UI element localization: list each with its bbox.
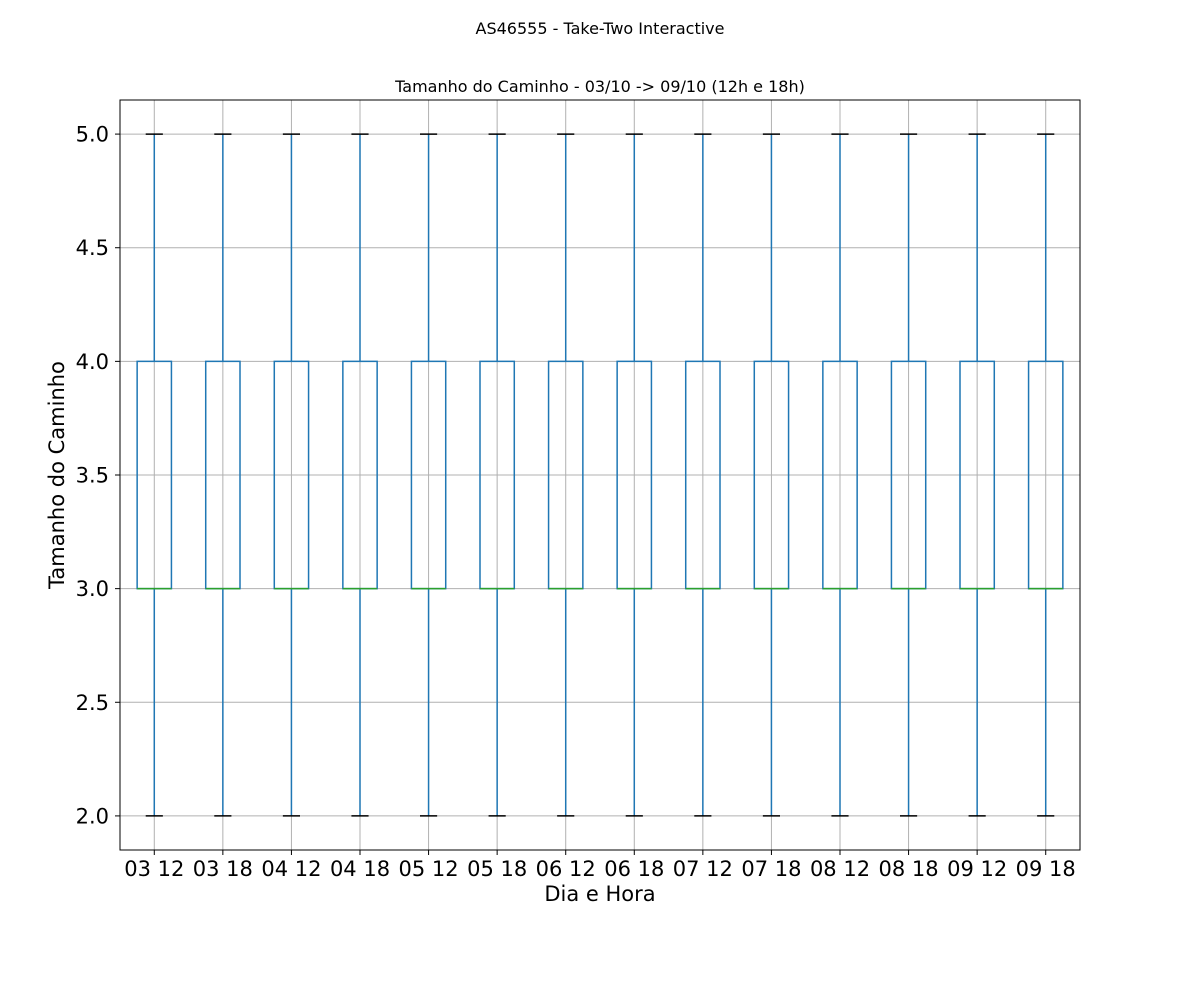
box-06-18 xyxy=(616,133,653,817)
x-tick-label: 03 18 xyxy=(193,857,253,881)
y-tick-label: 2.5 xyxy=(76,691,109,715)
x-tick-label: 06 12 xyxy=(536,857,596,881)
y-axis-label: Tamanho do Caminho xyxy=(45,361,69,590)
box-07-18 xyxy=(753,133,790,817)
box-09-18 xyxy=(1027,133,1064,817)
axes: 2.0 2.5 3.0 3.5 4.0 4.5 5.0 03 12 03 18 04 12 04 1… xyxy=(76,123,1076,881)
box-03-18 xyxy=(204,133,241,817)
box-09-12 xyxy=(959,133,996,817)
box-06-12 xyxy=(547,133,584,817)
x-tick-label: 05 18 xyxy=(467,857,527,881)
x-tick-label: 04 12 xyxy=(261,857,321,881)
x-tick-label: 09 12 xyxy=(947,857,1007,881)
x-tick-label: 06 18 xyxy=(604,857,664,881)
y-tick-label: 4.0 xyxy=(76,350,109,374)
x-tick-label: 08 18 xyxy=(879,857,939,881)
x-tick-label: 04 18 xyxy=(330,857,390,881)
box-05-12 xyxy=(410,133,447,817)
y-tick-label: 3.0 xyxy=(76,577,109,601)
y-tick-label: 5.0 xyxy=(76,123,109,147)
x-tick-label: 09 18 xyxy=(1016,857,1076,881)
y-tick-label: 2.0 xyxy=(76,804,109,828)
chart-title: Tamanho do Caminho - 03/10 -> 09/10 (12h… xyxy=(394,77,805,96)
x-tick-label: 07 18 xyxy=(741,857,801,881)
box-08-18 xyxy=(890,133,927,817)
x-tick-label: 05 12 xyxy=(399,857,459,881)
x-axis-label: Dia e Hora xyxy=(544,882,655,906)
box-08-12 xyxy=(822,133,858,817)
box-04-12 xyxy=(273,133,310,817)
y-tick-label: 4.5 xyxy=(76,236,109,260)
figure-suptitle: AS46555 - Take-Two Interactive xyxy=(476,19,725,38)
y-tick-label: 3.5 xyxy=(76,464,109,488)
box-07-12 xyxy=(684,133,721,817)
box-05-18 xyxy=(479,133,516,817)
x-tick-label: 08 12 xyxy=(810,857,870,881)
x-tick-label: 03 12 xyxy=(124,857,184,881)
box-series xyxy=(136,133,1064,817)
box-04-18 xyxy=(342,133,378,817)
x-tick-label: 07 12 xyxy=(673,857,733,881)
box-03-12 xyxy=(136,133,173,817)
